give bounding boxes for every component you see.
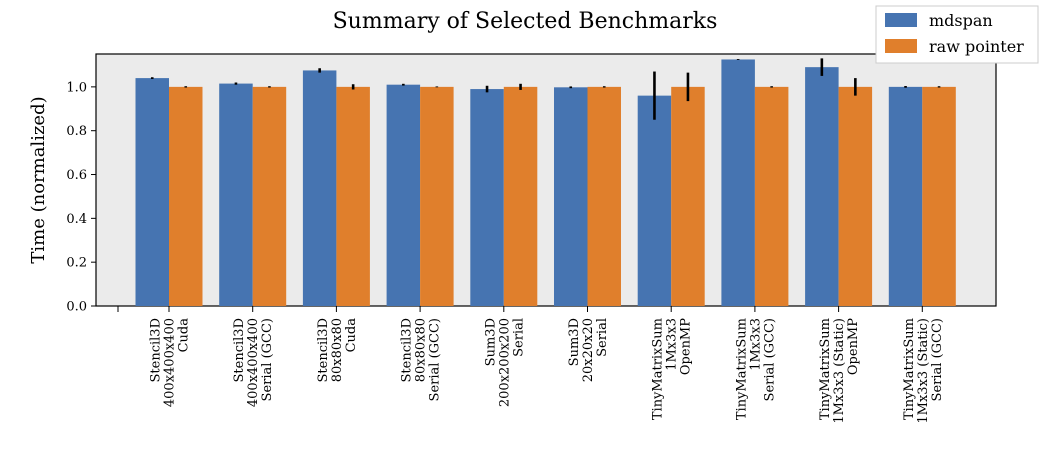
x-category-label-line: TinyMatrixSum [818,318,833,420]
x-category-label-line: Serial [511,318,526,357]
x-category-label-line: OpenMP [846,318,861,375]
x-category-label-3: Stencil3D 80x80x80 Serial (GCC) [400,318,443,401]
x-category-label-line: 20x20x20 [581,318,596,382]
x-category-label-2: Stencil3D 80x80x80 Cuda [316,318,359,383]
bar-raw-pointer-3 [420,86,454,306]
x-category-label-line: Serial (GCC) [428,318,443,401]
x-category-label-6: TinyMatrixSum 1Mx3x3 OpenMP [651,318,694,420]
bar-mdspan-5 [554,87,588,306]
bar-raw-pointer-8 [838,86,873,306]
x-category-label-7: TinyMatrixSum 1Mx3x3 Serial (GCC) [734,318,777,420]
y-tick-label: 0.4 [66,212,87,227]
x-category-label-line: Serial (GCC) [930,318,945,401]
bar-raw-pointer-4 [503,86,538,306]
y-tick-label: 0.2 [66,256,87,271]
x-category-label-line: Stencil3D [316,318,331,383]
error-bars-group [150,58,941,120]
y-axis: 0.0 0.2 0.4 0.6 0.8 1.0 [66,80,96,315]
bar-raw-pointer-6 [671,86,705,306]
x-category-label-line: 400x400x400 [163,318,178,407]
bar-mdspan-2 [302,70,337,306]
x-category-label-line: 200x200x200 [497,318,512,407]
x-category-label-line: TinyMatrixSum [651,318,666,420]
bar-mdspan-6 [637,95,672,306]
x-category-label-line: Serial (GCC) [762,318,777,401]
x-category-label-line: Cuda [344,318,359,353]
x-category-label-line: Cuda [177,318,192,353]
bar-mdspan-9 [888,86,923,306]
legend-label-mdspan: mdspan [929,11,993,30]
x-category-label-line: 1Mx3x3 [665,318,680,371]
x-category-label-line: 1Mx3x3 [748,318,763,371]
x-category-label-line: Stencil3D [149,318,164,383]
x-category-label-line: Sum3D [483,318,498,366]
x-category-label-0: Stencil3D 400x400x400 Cuda [149,318,192,407]
bar-raw-pointer-1 [252,86,287,306]
x-category-label-line: 1Mx3x3 (Static) [916,318,931,424]
chart-title: Summary of Selected Benchmarks [333,9,718,34]
y-axis-label: Time (normalized) [28,96,49,263]
x-category-label-line: 400x400x400 [246,318,261,407]
x-axis: Stencil3D 400x400x400 Cuda Stencil3D 400x400… [117,306,945,424]
y-tick-label: 0.8 [66,124,87,139]
bars-group [135,59,956,307]
bar-mdspan-0 [135,78,169,307]
bar-raw-pointer-5 [587,86,621,306]
legend-label-raw-pointer: raw pointer [929,37,1024,56]
legend-swatch-mdspan [885,13,917,27]
x-category-label-line: TinyMatrixSum [734,318,749,420]
x-category-label-8: TinyMatrixSum 1Mx3x3 (Static) OpenMP [818,318,861,424]
bar-raw-pointer-0 [169,86,203,306]
x-category-label-line: Serial (GCC) [260,318,275,401]
y-tick-label: 0.0 [66,300,87,315]
legend: mdspan raw pointer [875,5,1039,64]
bar-mdspan-7 [721,59,755,307]
x-category-label-line: 80x80x80 [414,318,429,382]
x-category-label-9: TinyMatrixSum 1Mx3x3 (Static) Serial (GCC) [902,318,945,424]
x-category-label-line: 80x80x80 [330,318,345,382]
x-category-label-4: Sum3D 200x200x200 Serial [483,318,526,407]
legend-swatch-raw-pointer [885,39,917,53]
x-category-label-5: Sum3D 20x20x20 Serial [567,318,610,382]
x-category-label-line: Sum3D [567,318,582,366]
y-tick-label: 0.6 [66,168,87,183]
x-category-label-line: Stencil3D [232,318,247,383]
x-category-label-line: 1Mx3x3 (Static) [832,318,847,424]
x-category-label-line: Stencil3D [400,318,415,383]
bar-mdspan-8 [805,67,839,306]
bar-mdspan-4 [470,89,504,306]
bar-raw-pointer-9 [922,86,956,306]
bar-raw-pointer-7 [754,86,789,306]
y-tick-label: 1.0 [66,80,87,95]
bar-mdspan-3 [386,84,421,307]
bar-raw-pointer-2 [336,86,370,306]
x-category-label-1: Stencil3D 400x400x400 Serial (GCC) [232,318,275,407]
x-category-label-line: Serial [595,318,610,357]
x-category-label-line: OpenMP [679,318,694,375]
bar-mdspan-1 [219,83,253,306]
x-category-label-line: TinyMatrixSum [902,318,917,420]
